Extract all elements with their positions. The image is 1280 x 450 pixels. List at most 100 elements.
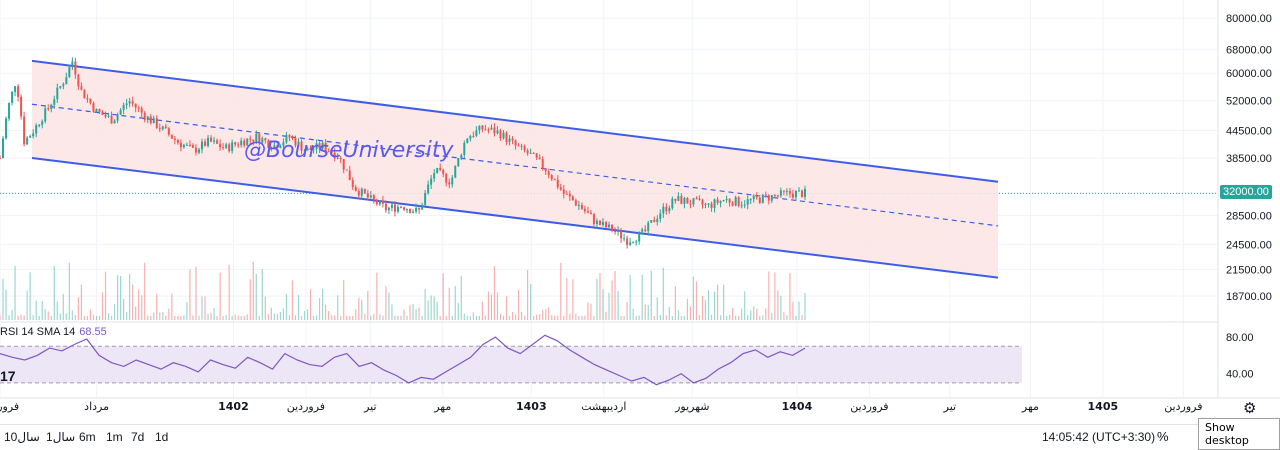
volume-bar [132,284,134,320]
clock[interactable]: 14:05:42 (UTC+3:30) [1042,430,1156,444]
volume-bar [303,310,306,320]
timeframe-6m[interactable]: 6m [79,430,96,444]
price-axis[interactable]: 80000.00 68000.00 60000.00 52000.00 44500.00… [1217,0,1272,398]
price-tick-label: 24500.00 [1226,239,1272,251]
candle-body [201,141,204,150]
volume-bar [530,284,532,320]
candle-body [68,67,71,78]
volume-bar [207,313,209,320]
volume-bar [315,315,318,320]
price-tick-label: 38500.00 [1226,153,1272,165]
time-tick-label: تیر [363,400,376,413]
timeframe-1y[interactable]: 1سال [46,430,76,444]
timeframe-10y[interactable]: 10سال [4,430,40,444]
candle-body [149,116,152,124]
candle-body [92,103,95,112]
candle-body [746,199,749,205]
time-axis[interactable]: فروردین مرداد 1402 فروردین تیر مهر 1403 اردیبهش… [0,397,1280,413]
volume-bar [557,315,559,320]
volume-bar [189,269,191,320]
candle-body [113,120,116,124]
candle-body [574,200,577,206]
candle-body [770,194,773,201]
volume-bar [710,314,713,320]
candle-body [210,137,213,142]
volume-bar [83,315,86,320]
candle-body [668,208,671,212]
candle-body [571,196,574,201]
volume-bar [698,315,701,320]
volume-bar [747,315,749,320]
price-tick-label: 28500.00 [1226,211,1272,223]
volume-bar [475,315,477,320]
volume-bar [716,284,719,320]
volume-bar [427,300,429,320]
volume-bar [653,315,655,320]
timeframe-7d[interactable]: 7d [131,430,145,444]
volume-bar [406,315,408,320]
candle-body [390,204,393,208]
candle-body [279,145,282,148]
candle-body [514,140,517,146]
volume-bar [614,271,616,320]
candle-body [577,205,580,207]
candle-body [246,138,249,146]
volume-bar [801,314,803,320]
volume-bar [252,261,254,320]
volume-bar [662,267,664,320]
candle-body [65,77,68,85]
candle-body [191,145,194,148]
volume-bar [415,309,417,320]
candle-body [692,198,695,205]
candle-body [475,130,478,136]
candle-body [267,140,270,148]
volume-bar [713,291,716,320]
volume-bar [312,315,315,320]
volume-bar [487,291,490,320]
candle-body [345,169,348,171]
candle-body [219,143,222,148]
timeframe-1m[interactable]: 1m [106,430,123,444]
volume-bar [572,279,574,320]
candle-body [146,116,149,121]
volume-bar [162,312,164,320]
volume-bar [548,307,550,320]
volume-bar [729,314,731,320]
candle-body [481,125,484,130]
volume-bar [240,315,242,320]
candle-body [375,199,378,205]
volume-bar [261,269,263,320]
percent-toggle[interactable]: % [1157,429,1169,444]
candle-body [173,138,176,140]
candle-body [300,141,303,151]
candle-body [188,144,191,146]
candle-body [240,140,243,146]
candle-body [409,209,412,213]
candle-body [788,190,791,194]
candle-body [424,193,427,205]
volume-bar [391,304,393,320]
candle-body [86,98,89,100]
volume-bar [689,306,692,320]
volume-bar [545,309,547,320]
candle-body [122,105,125,110]
candle-body [20,96,23,117]
settings-gear-icon[interactable]: ⚙ [1243,400,1257,417]
volume-bar [620,315,622,320]
volume-bar [484,315,487,320]
volume-bar [671,315,673,320]
volume-bar [213,307,215,320]
candle-body [457,158,460,167]
candle-body [713,199,716,208]
volume-bar [180,315,182,320]
volume-bar [138,289,140,320]
volume-bar [53,266,55,320]
regression-channel[interactable] [31,59,999,279]
candle-body [656,218,659,222]
volume-bar [780,295,782,320]
timeframe-1d[interactable]: 1d [155,430,169,444]
candle-body [695,198,698,200]
candle-body [47,108,50,110]
volume-bar [222,315,224,320]
